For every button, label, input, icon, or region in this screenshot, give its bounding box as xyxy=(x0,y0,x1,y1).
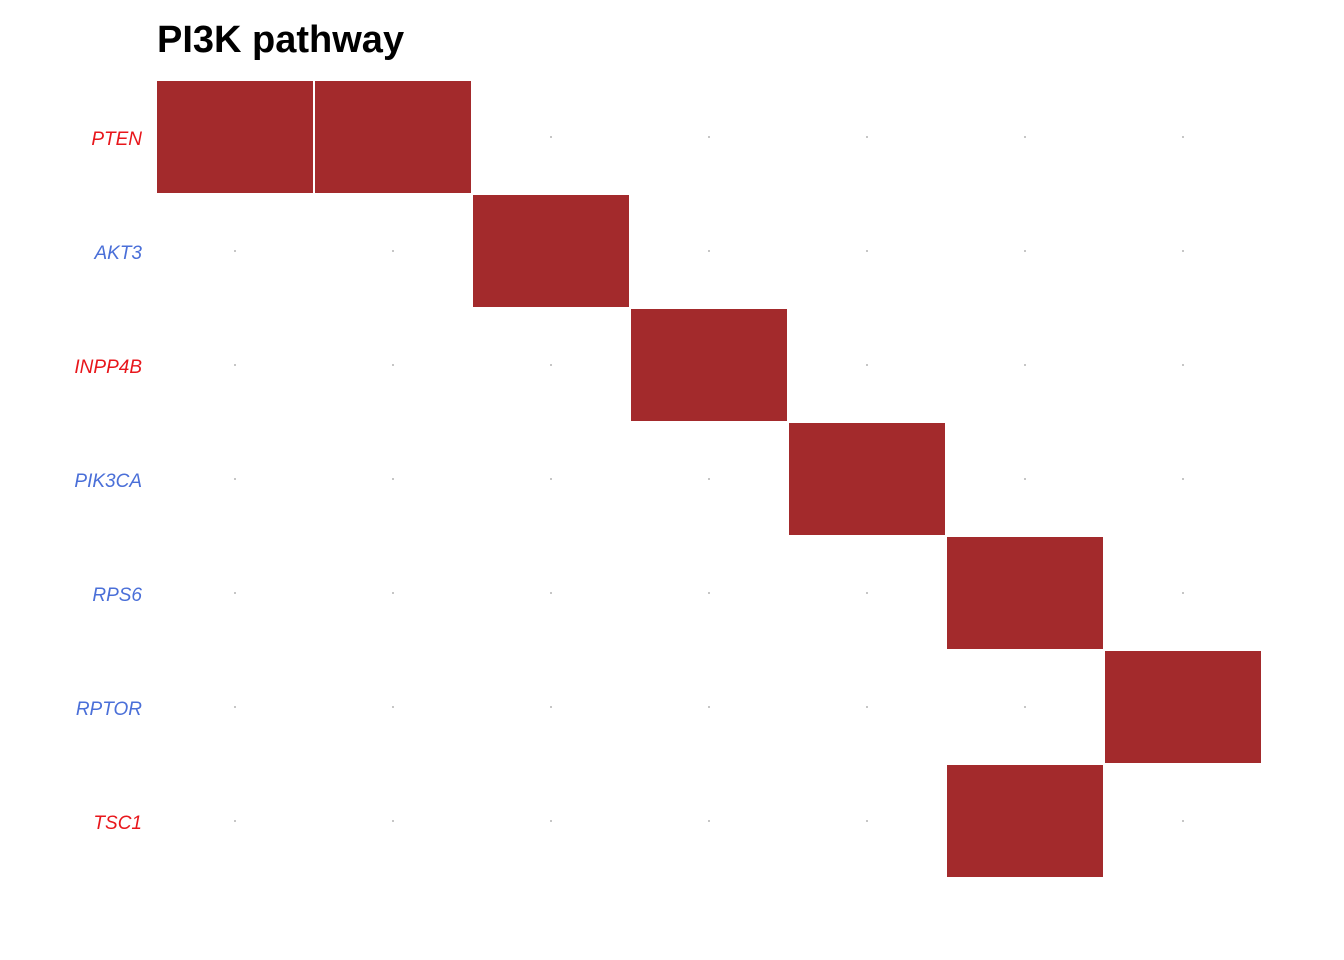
gene-label-rps6: RPS6 xyxy=(92,585,142,606)
alteration-cell-pten-sample-1 xyxy=(157,81,313,193)
empty-cell-dot xyxy=(234,592,236,594)
empty-cell-dot xyxy=(234,364,236,366)
empty-cell-dot xyxy=(866,706,868,708)
empty-cell-dot xyxy=(234,250,236,252)
empty-cell-dot xyxy=(1024,136,1026,138)
empty-cell-dot xyxy=(708,478,710,480)
empty-cell-dot xyxy=(1182,250,1184,252)
empty-cell-dot xyxy=(1182,364,1184,366)
empty-cell-dot xyxy=(234,820,236,822)
empty-cell-dot xyxy=(550,478,552,480)
empty-cell-dot xyxy=(866,820,868,822)
alteration-cell-rps6-sample-6 xyxy=(947,537,1103,649)
alteration-cell-rptor-sample-7 xyxy=(1105,651,1261,763)
empty-cell-dot xyxy=(708,820,710,822)
empty-cell-dot xyxy=(392,592,394,594)
gene-label-pten: PTEN xyxy=(91,129,142,150)
empty-cell-dot xyxy=(550,706,552,708)
empty-cell-dot xyxy=(550,364,552,366)
empty-cell-dot xyxy=(550,820,552,822)
empty-cell-dot xyxy=(1182,820,1184,822)
empty-cell-dot xyxy=(1024,478,1026,480)
chart-title: PI3K pathway xyxy=(157,19,405,61)
alteration-cell-pten-sample-2 xyxy=(315,81,471,193)
empty-cell-dot xyxy=(1024,706,1026,708)
empty-cell-dot xyxy=(1024,250,1026,252)
empty-cell-dot xyxy=(866,592,868,594)
empty-cell-dot xyxy=(708,592,710,594)
empty-cell-dot xyxy=(1024,364,1026,366)
empty-cell-dot xyxy=(392,364,394,366)
gene-label-inpp4b: INPP4B xyxy=(74,357,142,378)
empty-cell-dot xyxy=(392,250,394,252)
empty-cell-dot xyxy=(1182,592,1184,594)
gene-label-rptor: RPTOR xyxy=(76,699,142,720)
empty-cell-dot xyxy=(866,250,868,252)
gene-label-tsc1: TSC1 xyxy=(93,813,142,834)
empty-cell-dot xyxy=(392,820,394,822)
alteration-cell-tsc1-sample-6 xyxy=(947,765,1103,877)
alteration-cells xyxy=(157,81,1261,877)
empty-cell-dot xyxy=(866,136,868,138)
gene-label-pik3ca: PIK3CA xyxy=(74,471,142,492)
empty-cell-dot xyxy=(708,136,710,138)
empty-cell-dot xyxy=(866,364,868,366)
empty-cell-dot xyxy=(234,706,236,708)
gene-label-akt3: AKT3 xyxy=(93,243,142,264)
gene-labels: PTEN AKT3 INPP4B PIK3CA RPS6 RPTOR TSC1 xyxy=(74,129,142,834)
empty-cell-dot xyxy=(1182,478,1184,480)
empty-cell-dot xyxy=(1182,136,1184,138)
empty-cell-dot xyxy=(708,250,710,252)
empty-cell-dot xyxy=(550,592,552,594)
alteration-cell-akt3-sample-3 xyxy=(473,195,629,307)
empty-cell-dot xyxy=(392,706,394,708)
empty-cell-dot xyxy=(392,478,394,480)
alteration-cell-inpp4b-sample-4 xyxy=(631,309,787,421)
background-dots xyxy=(234,136,1184,822)
empty-cell-dot xyxy=(708,706,710,708)
empty-cell-dot xyxy=(550,136,552,138)
alteration-cell-pik3ca-sample-5 xyxy=(789,423,945,535)
empty-cell-dot xyxy=(234,478,236,480)
